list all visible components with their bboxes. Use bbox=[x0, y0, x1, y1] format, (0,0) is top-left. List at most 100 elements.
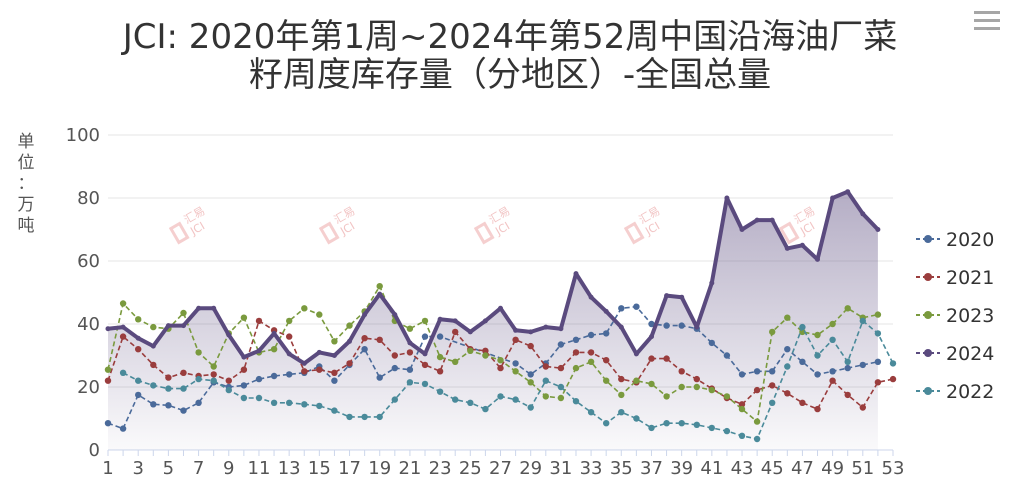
series-2021-point bbox=[482, 347, 489, 354]
series-2020-point bbox=[391, 364, 398, 372]
series-2022-point bbox=[331, 407, 338, 414]
series-2022-point bbox=[829, 336, 836, 343]
series-2020-point bbox=[663, 322, 670, 329]
series-2022-point bbox=[784, 363, 791, 370]
chart-title-line-1: JCI: 2020年第1周~2024年第52周中国沿海油厂菜 bbox=[122, 17, 898, 57]
x-tick-label: 39 bbox=[670, 458, 693, 479]
series-2020-point bbox=[195, 399, 202, 406]
series-2022-point bbox=[542, 377, 549, 384]
x-tick-label: 29 bbox=[519, 458, 542, 479]
series-2024-point bbox=[709, 280, 715, 286]
series-2020-point bbox=[738, 371, 746, 378]
series-2024-point bbox=[543, 324, 549, 330]
series-2024-area bbox=[108, 191, 878, 450]
series-2022-point bbox=[165, 385, 172, 392]
series-2020-point bbox=[165, 402, 172, 409]
legend-item-2023: 2023 bbox=[916, 305, 994, 327]
series-2024-point bbox=[196, 305, 202, 311]
series-2020-point bbox=[376, 374, 383, 381]
series-2022-point bbox=[286, 399, 293, 406]
series-2023-point bbox=[346, 322, 353, 329]
legend-item-2022: 2022 bbox=[916, 381, 994, 403]
series-2022-point bbox=[557, 383, 565, 391]
series-2023-point bbox=[648, 380, 655, 388]
series-2023-point bbox=[557, 394, 565, 402]
series-areas bbox=[108, 191, 878, 450]
series-2021-point bbox=[421, 361, 429, 369]
series-2021-point bbox=[693, 375, 700, 383]
series-2024-line bbox=[107, 189, 880, 366]
series-2024-point bbox=[362, 312, 368, 318]
series-2022-point bbox=[648, 424, 655, 432]
series-2021-point bbox=[210, 371, 217, 378]
series-2024-point bbox=[422, 351, 428, 357]
series-2023-point bbox=[436, 353, 444, 361]
series-2020 bbox=[104, 303, 882, 432]
x-tick-label: 23 bbox=[429, 458, 452, 479]
legend-swatch-marker bbox=[924, 387, 932, 395]
series-2021-point bbox=[497, 364, 504, 372]
series-2024-point bbox=[135, 335, 141, 341]
series-2023-point bbox=[180, 309, 187, 317]
series-2022 bbox=[119, 317, 897, 443]
series-2023-point bbox=[482, 352, 489, 359]
series-2021-point bbox=[452, 328, 459, 336]
series-2024-point bbox=[392, 312, 398, 318]
series-2023-point bbox=[708, 386, 715, 394]
series-2024-point bbox=[694, 324, 700, 330]
series-2021-point bbox=[316, 366, 323, 373]
series-2021-point bbox=[180, 369, 187, 376]
series-2021-point bbox=[829, 377, 836, 384]
chart-menu-button[interactable] bbox=[972, 8, 1002, 34]
series-2020-point bbox=[119, 425, 127, 432]
series-2021-point bbox=[859, 404, 866, 411]
series-2024-point bbox=[679, 294, 685, 300]
series-2024-point bbox=[815, 256, 820, 262]
series-2020-point bbox=[436, 333, 444, 340]
series-2020-point bbox=[240, 382, 248, 389]
series-2021-point bbox=[784, 390, 791, 397]
y-tick-label: 80 bbox=[77, 188, 100, 209]
series-2024-point bbox=[407, 340, 413, 346]
series-2024-point bbox=[860, 211, 866, 217]
y-axis-label-char: ： bbox=[17, 174, 35, 194]
series-2022-point bbox=[119, 369, 127, 376]
series-2023-point bbox=[497, 357, 504, 364]
series-2022-point bbox=[301, 401, 308, 408]
series-2020-point bbox=[874, 358, 882, 365]
series-2021-point bbox=[361, 335, 368, 342]
series-2021-point bbox=[331, 369, 338, 376]
y-tick-label: 60 bbox=[77, 251, 100, 272]
series-2021-point bbox=[376, 336, 383, 343]
legend-swatch-marker bbox=[924, 235, 932, 243]
y-tick-label: 40 bbox=[77, 314, 100, 335]
series-2023-point bbox=[753, 418, 761, 425]
series-2020-point bbox=[331, 377, 338, 384]
series-2022-point bbox=[195, 375, 202, 383]
series-2020-point bbox=[769, 368, 776, 375]
series-2024-point bbox=[573, 271, 579, 277]
series-2023-point bbox=[270, 346, 278, 353]
series-2022-point bbox=[844, 358, 851, 365]
series-2023-point bbox=[210, 363, 217, 370]
series-2024-point bbox=[664, 293, 670, 299]
series-2023-point bbox=[769, 328, 776, 336]
series-2023-point bbox=[829, 320, 836, 328]
series-2023-point bbox=[119, 300, 127, 307]
x-tick-label: 3 bbox=[132, 458, 143, 479]
series-2022-point bbox=[225, 386, 232, 394]
x-tick-label: 31 bbox=[549, 458, 572, 479]
legend-item-2024: 2024 bbox=[916, 343, 994, 365]
series-2024-point bbox=[331, 353, 337, 358]
series-2023-point bbox=[467, 347, 474, 354]
series-2022-point bbox=[391, 396, 398, 403]
series-2023-point bbox=[738, 405, 746, 413]
series-2023-point bbox=[663, 393, 670, 400]
series-lines bbox=[104, 189, 897, 443]
series-2021-point bbox=[391, 352, 398, 359]
x-tick-label: 53 bbox=[882, 458, 905, 479]
series-2024-point bbox=[211, 305, 217, 311]
series-2023-point bbox=[603, 377, 610, 384]
series-2024-point bbox=[286, 351, 292, 357]
